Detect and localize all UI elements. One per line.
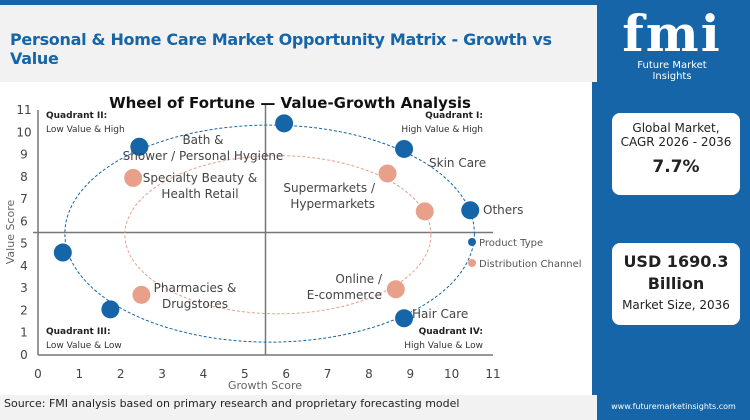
product-type-orbit [64, 124, 475, 343]
y-tick-label: 6 [20, 214, 28, 228]
x-tick-label: 7 [324, 367, 332, 381]
y-tick-label: 1 [20, 326, 28, 340]
plot-box: Wheel of Fortune — Value-Growth Analysis… [0, 82, 597, 395]
legend-marker [468, 259, 476, 267]
x-tick-label: 9 [406, 367, 414, 381]
y-tick-label: 0 [20, 348, 28, 362]
sidebar: fmi Future Market Insights Global Market… [597, 0, 750, 420]
x-tick-label: 11 [485, 367, 500, 381]
y-tick-label: 11 [16, 103, 31, 117]
distribution-channel-point [386, 280, 405, 299]
product-type-point [395, 309, 414, 328]
distribution-channel-point [132, 285, 151, 304]
x-tick-label: 6 [282, 367, 290, 381]
product-type-point [53, 243, 72, 262]
source-note: Source: FMI analysis based on primary re… [4, 397, 460, 410]
legend-label: Distribution Channel [479, 259, 582, 270]
distribution-channel-orbit [124, 155, 432, 315]
point-label: Pharmacies & Drugstores [154, 281, 237, 311]
x-tick-label: 1 [76, 367, 84, 381]
market-size-label: Market Size, 2036 [622, 298, 730, 312]
quadrant-subtitle: Low Value & Low [46, 341, 122, 351]
quadrant-title: Quadrant IV: [419, 327, 483, 337]
quadrant-subtitle: High Value & High [401, 125, 483, 135]
top-accent-bar [0, 0, 597, 5]
quadrant-subtitle: Low Value & High [46, 125, 125, 135]
matrix-chart: Wheel of Fortune — Value-Growth Analysis… [4, 94, 582, 392]
product-type-point [275, 114, 294, 133]
market-size-value: USD 1690.3 [623, 252, 729, 271]
x-tick-label: 10 [444, 367, 459, 381]
y-tick-label: 10 [16, 125, 31, 139]
quadrant-title: Quadrant I: [425, 111, 483, 121]
product-type-point [101, 300, 120, 319]
x-axis-label: Growth Score [228, 379, 302, 392]
x-tick-label: 0 [34, 367, 42, 381]
chart-panel: Personal & Home Care Market Opportunity … [0, 0, 597, 420]
y-tick-label: 4 [20, 259, 28, 273]
x-tick-label: 2 [117, 367, 125, 381]
distribution-channel-point [415, 202, 434, 221]
point-label: Online / E-commerce [307, 272, 383, 302]
distribution-channel-point [124, 168, 143, 187]
point-label: Supermarkets / Hypermarkets [283, 181, 376, 211]
quadrant-title: Quadrant III: [46, 327, 111, 337]
product-type-point [130, 137, 149, 156]
cagr-value: 7.7% [652, 157, 700, 177]
logo-mark: fmi [622, 4, 722, 63]
website-link[interactable]: www.futuremarketinsights.com [611, 402, 736, 411]
point-label: Skin Care [429, 156, 486, 170]
y-tick-label: 3 [20, 281, 28, 295]
y-tick-label: 9 [20, 148, 28, 162]
point-label: Specialty Beauty & Health Retail [143, 171, 257, 201]
logo-subtitle: Future Market Insights [637, 60, 707, 82]
product-type-point [395, 139, 414, 158]
y-tick-label: 2 [20, 303, 28, 317]
y-axis-label: Value Score [4, 200, 17, 265]
quadrant-title: Quadrant II: [46, 111, 107, 121]
x-tick-label: 4 [200, 367, 208, 381]
x-tick-label: 3 [158, 367, 166, 381]
cagr-label: Global Market, [632, 121, 720, 135]
chart-title: Wheel of Fortune — Value-Growth Analysis [109, 94, 471, 112]
product-type-point [461, 201, 480, 220]
market-size-unit: Billion [647, 274, 705, 293]
point-label: Others [483, 203, 523, 217]
y-tick-label: 8 [20, 170, 28, 184]
page-title: Personal & Home Care Market Opportunity … [10, 30, 552, 68]
quadrant-subtitle: High Value & Low [404, 341, 483, 351]
cagr-card: Global Market, CAGR 2026 - 2036 7.7% [612, 113, 740, 195]
x-tick-label: 5 [241, 367, 249, 381]
legend-marker [468, 238, 476, 246]
y-tick-label: 7 [20, 192, 28, 206]
legend-label: Product Type [479, 238, 543, 249]
y-tick-label: 5 [20, 237, 28, 251]
point-label: Bath & Shower / Personal Hygiene [123, 133, 284, 163]
fmi-logo: fmi Future Market Insights [617, 4, 727, 83]
cagr-period: CAGR 2026 - 2036 [620, 135, 732, 149]
market-size-card: USD 1690.3 Billion Market Size, 2036 [612, 243, 740, 325]
point-label: Hair Care [412, 307, 468, 321]
x-tick-label: 8 [365, 367, 373, 381]
distribution-channel-point [378, 164, 397, 183]
